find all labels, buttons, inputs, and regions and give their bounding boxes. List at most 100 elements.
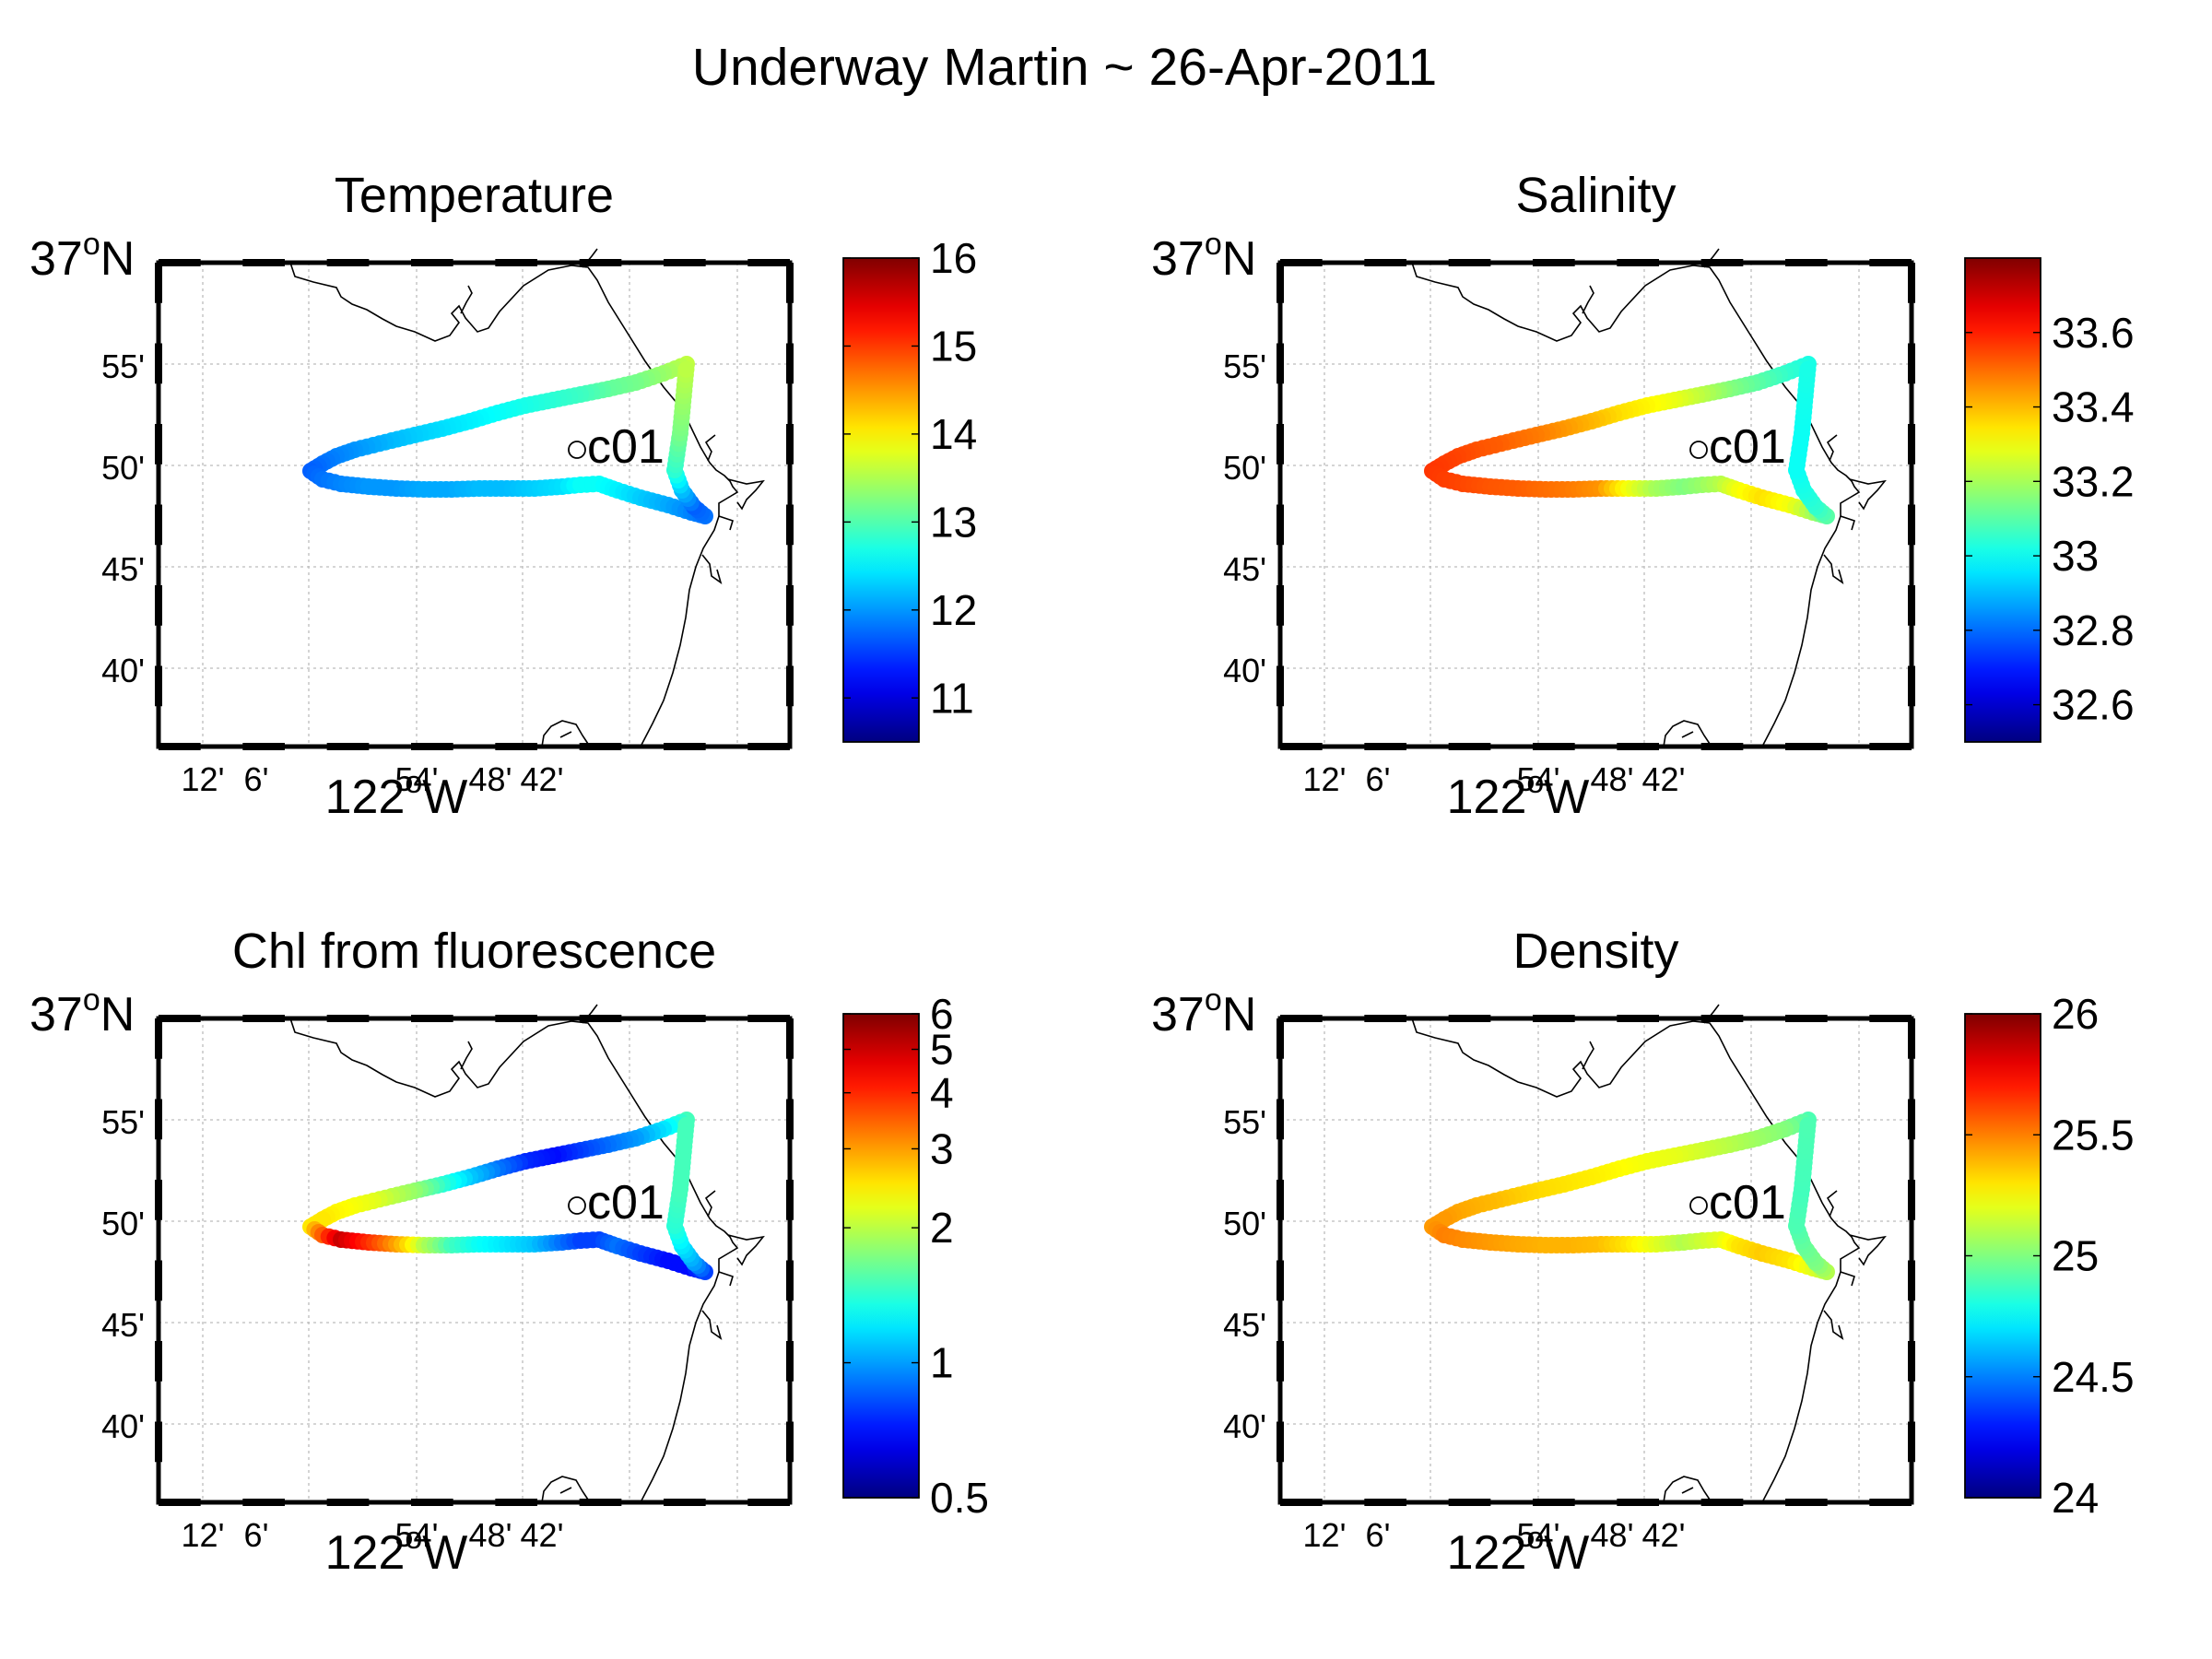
frame-segment [786,1260,794,1301]
track-point [677,1116,695,1134]
frame-segment [786,263,794,303]
chart-title: Chl from fluorescence [232,924,716,979]
coastline-detail [1823,1310,1844,1340]
lon-tick-label: 42' [1642,1516,1686,1554]
coastline [289,1018,739,1503]
coastline-detail [704,434,716,462]
frame-segment [1277,1341,1284,1382]
frame-segment [786,424,794,465]
frame-segment [1280,1015,1323,1022]
station-marker [1689,1196,1708,1215]
lat-main-label: 37oN [1151,982,1256,1041]
frame-segment [159,1499,201,1506]
lat-main-label: 37oN [29,982,135,1041]
coastline-detail [559,1487,572,1494]
frame-segment [1280,743,1323,750]
frame-segment [1277,1018,1284,1059]
lat-tick-label: 40' [101,1407,145,1445]
frame-segment [747,259,790,266]
frame-segment [786,1180,794,1220]
frame-segment [159,743,201,750]
frame-segment [1448,1015,1491,1022]
lat-tick-label: 45' [1223,1306,1266,1344]
map-chart: Density c01 37oN 55' 50' 45' 40' 12' 6' 54' 48' 42'… [1151,924,2135,1580]
frame-segment [326,259,370,266]
coastline-detail [718,1271,734,1287]
frame-segment [1908,585,1915,626]
frame-segment [1700,1499,1744,1506]
lon-tick-label: 54' [1517,1516,1560,1554]
frame-segment [1533,1015,1575,1022]
lat-tick-label: 40' [1223,1407,1266,1445]
frame-segment [579,1015,622,1022]
frame-segment [155,1260,162,1301]
frame-segment [1364,1015,1406,1022]
coastline-detail [1826,434,1838,462]
frame-segment [1908,343,1915,384]
coastline-detail [460,1041,473,1070]
frame-segment [242,1015,285,1022]
lon-tick-label: 12' [1303,760,1347,798]
frame-segment [159,1015,201,1022]
frame-segment [155,263,162,303]
station-marker [568,1196,586,1215]
frame-segment [1908,1421,1915,1463]
frame-segment [242,743,285,750]
colorbar-tick-label: 6 [930,990,954,1038]
panel-density: Density c01 37oN 55' 50' 45' 40' 12' 6' 54' 48' 42'… [1140,912,2200,1580]
colorbar-tick-label: 12 [930,586,977,634]
coastline-detail [541,720,591,747]
frame-segment [1869,743,1912,750]
frame-segment [1533,743,1575,750]
colorbar-tick-label: 33.2 [2052,457,2135,505]
frame-segment [1869,1015,1912,1022]
lat-tick-label: 50' [1223,449,1266,487]
coastline-detail [727,1234,765,1266]
frame-segment [242,1499,285,1506]
frame-segment [495,743,537,750]
chart-title: Salinity [1515,168,1676,223]
coastline-detail [460,285,473,314]
coastline-detail [718,515,734,531]
lon-tick-label: 6' [1366,760,1391,798]
colorbar-tick-label: 33 [2052,532,2099,580]
frame-segment [579,1499,622,1506]
frame-segment [1448,259,1491,266]
colorbar-tick-label: 1 [930,1339,954,1387]
station-label: c01 [1709,1176,1786,1230]
colorbar-tick-label: 26 [2052,990,2099,1038]
coastline-detail [1681,1487,1694,1494]
coastline-detail [1681,731,1694,738]
lat-tick-label: 40' [101,652,145,689]
track-point [677,360,695,378]
map-area: c01 [1277,1004,1915,1506]
lat-tick-label: 40' [1223,652,1266,689]
colorbar [1964,1013,2041,1499]
frame-segment [786,504,794,546]
lon-tick-label: 12' [1303,1516,1347,1554]
colorbar [842,1013,920,1499]
lon-main-label: 122oW [1447,1521,1590,1580]
colorbar-tick-label: 33.4 [2052,383,2135,431]
lon-tick-label: 42' [1642,760,1686,798]
frame-segment [495,1015,537,1022]
colorbar-tick-label: 16 [930,234,977,282]
coastline-detail [1582,1041,1594,1070]
frame-segment [1908,504,1915,546]
station-label: c01 [587,1176,665,1230]
frame-segment [155,665,162,707]
lon-tick-label: 54' [1517,760,1560,798]
colorbar-tick-label: 11 [930,674,974,722]
lon-tick-label: 48' [1591,1516,1634,1554]
frame-segment [786,1099,794,1140]
lat-tick-label: 55' [101,347,145,385]
frame-segment [1364,743,1406,750]
frame-segment [1364,1499,1406,1506]
frame-segment [1785,1015,1828,1022]
frame-segment [1700,743,1744,750]
frame-segment [1277,1260,1284,1301]
frame-segment [155,504,162,546]
frame-segment [1908,424,1915,465]
lat-main-label: 37oN [29,227,135,286]
frame-segment [1617,259,1659,266]
